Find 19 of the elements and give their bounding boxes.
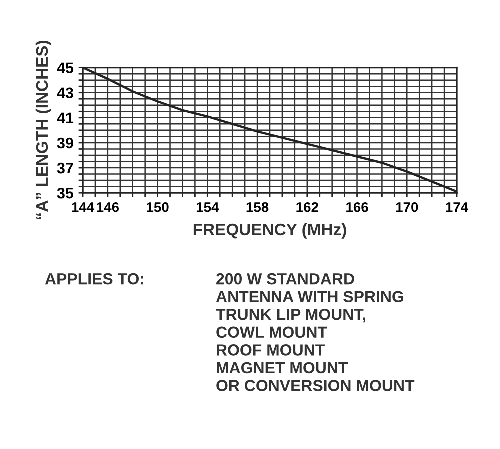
y-axis-title: “A” LENGTH (INCHES) [36,40,52,220]
y-tick-label: 41 [57,112,74,124]
x-tick-label: 170 [396,202,418,212]
x-tick-label: 166 [346,202,368,212]
y-tick-label: 37 [57,162,74,174]
text: APPLIES TO: [45,273,144,285]
x-tick-label: 144 [72,202,95,212]
x-tick-label: 174 [446,202,469,212]
x-tick-label: 158 [246,202,269,212]
y-tick-label: 35 [57,188,74,199]
x-tick-label: 162 [296,202,318,212]
text: 200 W STANDARD ANTENNA WITH SPRING TRUNK LIP MOUNT, COWL MOUNT ROOF MOUNT MAGNET MOUNT OR CONVERSION MOUNT [216,273,415,392]
y-tick-label: 39 [57,138,74,149]
x-axis-title: FREQUENCY (MHz) [194,223,346,239]
x-tick-label: 146 [97,202,120,212]
y-tick-label: 45 [57,62,74,74]
x-tick-label: 150 [147,202,169,212]
x-tick-label: 154 [196,202,220,212]
y-tick-label: 43 [57,88,74,99]
